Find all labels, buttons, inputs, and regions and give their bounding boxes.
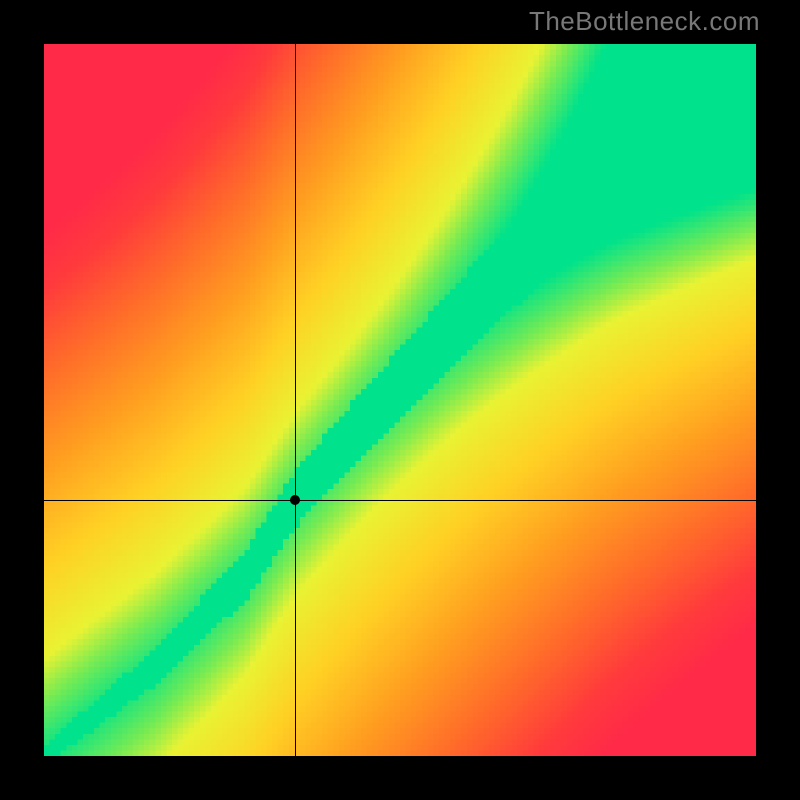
crosshair-horizontal — [44, 500, 756, 501]
plot-area — [44, 44, 756, 756]
crosshair-vertical — [295, 44, 296, 756]
crosshair-marker-dot — [290, 495, 300, 505]
attribution-text: TheBottleneck.com — [529, 6, 760, 37]
heatmap-canvas — [44, 44, 756, 756]
